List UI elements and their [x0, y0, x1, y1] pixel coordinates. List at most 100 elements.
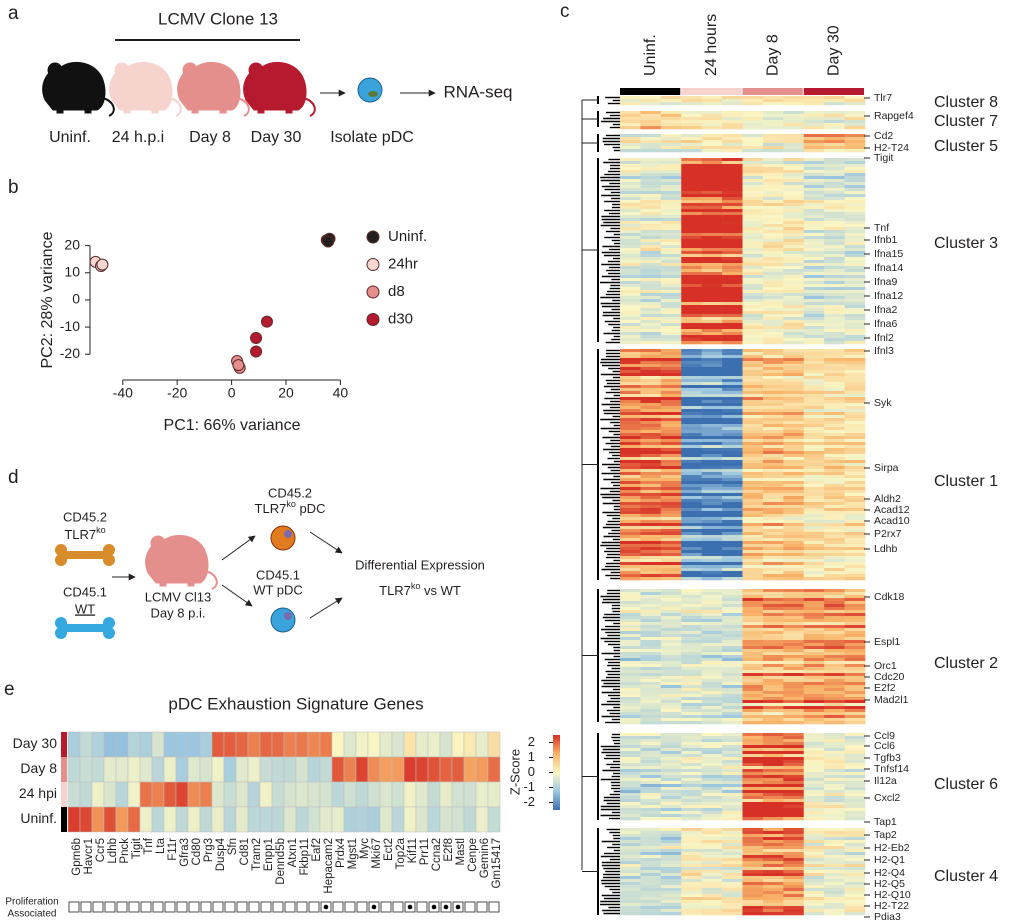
- heatmap-cell: [762, 595, 784, 599]
- heatmap-cell: [844, 290, 866, 294]
- heatmap-cell: [681, 293, 702, 297]
- heatmap-cell: [844, 664, 866, 668]
- heatmap-cell: [701, 460, 723, 464]
- heatmap-cell: [783, 257, 805, 261]
- heatmap-cell: [762, 739, 784, 743]
- heatmap-cell: [660, 436, 682, 440]
- heatmap-cell: [803, 849, 825, 853]
- heatmap-cell: [722, 296, 743, 300]
- heatmap-cell: [722, 766, 743, 770]
- heatmap-cell: [640, 200, 662, 204]
- heatmap-cell: [640, 409, 662, 413]
- heatmap-cell: [783, 126, 805, 130]
- heatmap-cell: [783, 631, 805, 635]
- heatmap-cell: [701, 487, 723, 491]
- heatmap-cell: [701, 739, 723, 743]
- heatmap-cell: [742, 831, 764, 835]
- heatmap-cell: [620, 553, 641, 557]
- gene-label: Gemin6: [479, 838, 491, 878]
- heatmap-cell: [783, 433, 805, 437]
- heatmap-cell: [762, 409, 784, 413]
- heatmap-cell: [824, 281, 845, 285]
- heatmap-cell: [762, 475, 784, 479]
- heatmap-cell: [187, 781, 201, 808]
- cluster-label: Cluster 4: [934, 868, 998, 885]
- heatmap-cell: [762, 203, 784, 207]
- heatmap-cell: [844, 433, 866, 437]
- heatmap-cell: [824, 96, 845, 100]
- heatmap-cell: [742, 427, 764, 431]
- heatmap-cell: [803, 769, 825, 773]
- heatmap-cell: [762, 912, 784, 916]
- heatmap-cell: [660, 721, 682, 725]
- heatmap-cell: [783, 685, 805, 689]
- heatmap-cell: [660, 667, 682, 671]
- heatmap-cell: [803, 535, 825, 539]
- heatmap-cell: [783, 604, 805, 608]
- heatmap-cell: [640, 562, 662, 566]
- gene-label: Dennd5b: [275, 838, 287, 885]
- heatmap-cell: [803, 793, 825, 797]
- heatmap-cell: [762, 370, 784, 374]
- heatmap-cell: [742, 811, 764, 815]
- heatmap-cell: [783, 736, 805, 740]
- heatmap-cell: [319, 731, 333, 758]
- heatmap-cell: [722, 897, 743, 901]
- heatmap-cell: [803, 888, 825, 892]
- heatmap-cell: [824, 305, 845, 309]
- heatmap-cell: [803, 601, 825, 605]
- heatmap-cell: [824, 302, 845, 306]
- heatmap-cell: [742, 526, 764, 530]
- colorbar-tick-label: -1: [523, 779, 535, 794]
- heatmap-cell: [722, 712, 743, 716]
- heatmap-cell: [742, 230, 764, 234]
- heatmap-cell: [783, 170, 805, 174]
- heatmap-cell: [620, 876, 641, 880]
- heatmap-cell: [640, 302, 662, 306]
- heatmap-cell: [660, 852, 682, 856]
- heatmap-cell: [722, 610, 743, 614]
- heatmap-cell: [742, 176, 764, 180]
- heatmap-cell: [824, 403, 845, 407]
- heatmap-cell: [762, 709, 784, 713]
- heatmap-cell: [824, 864, 845, 868]
- heatmap-cell: [701, 114, 723, 118]
- gene-label: Tap2: [874, 829, 897, 841]
- heatmap-cell: [247, 806, 261, 833]
- heatmap-cell: [660, 502, 682, 506]
- heatmap-cell: [722, 667, 743, 671]
- heatmap-cell: [803, 574, 825, 578]
- gene-label: H2-T24: [874, 142, 909, 154]
- heatmap-cell: [803, 415, 825, 419]
- heatmap-cell: [762, 568, 784, 572]
- heatmap-cell: [620, 631, 641, 635]
- heatmap-cell: [844, 167, 866, 171]
- heatmap-cell: [803, 239, 825, 243]
- heatmap-cell: [722, 96, 743, 100]
- heatmap-cell: [701, 158, 723, 162]
- heatmap-cell: [783, 763, 805, 767]
- gene-label: Cenpe: [467, 838, 479, 872]
- heatmap-cell: [803, 754, 825, 758]
- heatmap-cell: [803, 233, 825, 237]
- heatmap-cell: [640, 421, 662, 425]
- heatmap-cell: [824, 553, 845, 557]
- heatmap-cell: [620, 418, 641, 422]
- heatmap-cell: [783, 906, 805, 910]
- heatmap-cell: [783, 463, 805, 467]
- heatmap-cell: [783, 900, 805, 904]
- heatmap-cell: [701, 227, 723, 231]
- heatmap-cell: [640, 802, 662, 806]
- heatmap-cell: [640, 442, 662, 446]
- heatmap-cell: [762, 385, 784, 389]
- heatmap-cell: [319, 806, 333, 833]
- heatmap-cell: [620, 808, 641, 812]
- heatmap-cell: [722, 329, 743, 333]
- heatmap-cell: [681, 412, 702, 416]
- heatmap-cell: [844, 308, 866, 312]
- heatmap-cell: [620, 445, 641, 449]
- heatmap-cell: [681, 463, 702, 467]
- heatmap-cell: [701, 185, 723, 189]
- heatmap-cell: [824, 126, 845, 130]
- heatmap-cell: [343, 781, 357, 808]
